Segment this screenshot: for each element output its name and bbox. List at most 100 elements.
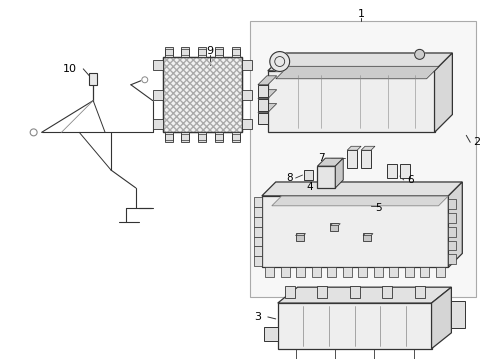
Polygon shape [253, 217, 262, 227]
Polygon shape [420, 267, 428, 277]
Bar [408, 359, 418, 360]
Bar [215, 49, 223, 55]
Bar [163, 57, 242, 132]
Polygon shape [346, 146, 360, 150]
Polygon shape [330, 224, 340, 226]
Polygon shape [358, 267, 366, 277]
Polygon shape [327, 267, 336, 277]
Bar [370, 200, 378, 206]
Polygon shape [447, 240, 455, 251]
Bar [295, 233, 303, 240]
Bar [164, 47, 172, 57]
Bar [164, 49, 172, 55]
Bar [349, 286, 359, 298]
Bar [382, 286, 391, 298]
Bar [181, 47, 189, 57]
Polygon shape [360, 146, 374, 150]
Polygon shape [362, 234, 372, 235]
Polygon shape [264, 327, 277, 341]
Bar [317, 286, 326, 298]
Bar [198, 132, 206, 142]
Bar [414, 286, 424, 298]
Polygon shape [277, 287, 450, 303]
Polygon shape [275, 66, 438, 79]
Polygon shape [296, 267, 305, 277]
Polygon shape [277, 303, 431, 349]
Circle shape [269, 51, 289, 71]
Circle shape [414, 49, 424, 59]
Polygon shape [267, 53, 451, 71]
Bar [232, 47, 240, 57]
Polygon shape [262, 182, 461, 196]
Polygon shape [360, 150, 370, 168]
Polygon shape [342, 267, 351, 277]
Text: 9: 9 [206, 46, 213, 56]
Bar [232, 49, 240, 55]
Bar [242, 90, 251, 100]
Text: 1: 1 [357, 9, 364, 19]
Polygon shape [447, 227, 455, 237]
Polygon shape [265, 267, 274, 277]
Bar [181, 134, 189, 140]
Polygon shape [257, 90, 276, 99]
Bar [215, 134, 223, 140]
Polygon shape [373, 267, 382, 277]
Text: 2: 2 [472, 137, 479, 147]
Polygon shape [317, 158, 343, 166]
Bar [215, 47, 223, 57]
Polygon shape [271, 196, 447, 206]
Polygon shape [280, 267, 289, 277]
Bar [163, 57, 242, 132]
Polygon shape [346, 150, 356, 168]
Polygon shape [257, 76, 276, 85]
Bar [152, 120, 163, 129]
Polygon shape [388, 267, 398, 277]
Polygon shape [253, 207, 262, 217]
Polygon shape [257, 85, 267, 96]
Polygon shape [267, 71, 434, 132]
Polygon shape [253, 227, 262, 237]
Bar [249, 21, 475, 297]
Bar [164, 132, 172, 142]
Bar [198, 49, 206, 55]
Polygon shape [262, 196, 447, 267]
Polygon shape [253, 256, 262, 266]
Polygon shape [317, 166, 335, 188]
Polygon shape [447, 213, 455, 223]
Bar [232, 132, 240, 142]
Polygon shape [253, 197, 262, 207]
Text: 8: 8 [286, 173, 292, 183]
Bar [215, 132, 223, 142]
Text: 4: 4 [305, 182, 312, 192]
Bar [163, 57, 242, 132]
Text: 10: 10 [62, 64, 76, 74]
Bar [362, 233, 370, 240]
Polygon shape [335, 158, 343, 188]
Bar [242, 60, 251, 70]
Bar [181, 49, 189, 55]
Polygon shape [295, 234, 305, 235]
Bar [284, 286, 294, 298]
Polygon shape [450, 301, 464, 328]
Bar [290, 359, 300, 360]
Bar [198, 47, 206, 57]
Polygon shape [431, 287, 450, 349]
Bar [181, 132, 189, 142]
Bar [152, 60, 163, 70]
Text: 5: 5 [375, 203, 382, 213]
Bar [198, 134, 206, 140]
Polygon shape [447, 182, 461, 267]
Polygon shape [447, 255, 455, 264]
Text: 3: 3 [254, 312, 261, 322]
Polygon shape [311, 267, 320, 277]
Polygon shape [257, 104, 276, 113]
Bar [303, 170, 313, 180]
Bar [152, 90, 163, 100]
Bar [89, 73, 97, 85]
Text: 6: 6 [407, 175, 413, 185]
Bar [232, 134, 240, 140]
Polygon shape [434, 53, 451, 132]
Polygon shape [253, 237, 262, 247]
Bar [399, 164, 409, 178]
Bar [329, 359, 339, 360]
